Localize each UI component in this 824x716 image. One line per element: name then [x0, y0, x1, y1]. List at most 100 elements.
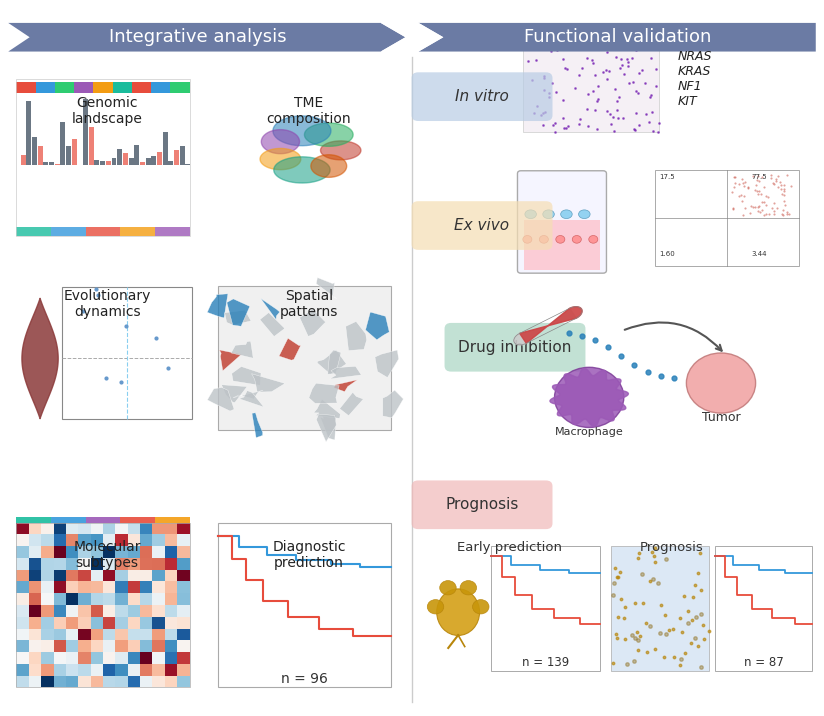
Bar: [16, 558, 29, 570]
Bar: [41, 534, 54, 546]
Bar: [152, 676, 165, 687]
Bar: [41, 676, 54, 687]
Bar: [66, 534, 78, 546]
Bar: [152, 605, 165, 616]
Bar: [29, 605, 41, 616]
Bar: [91, 558, 103, 570]
Bar: [41, 664, 54, 676]
Bar: [54, 546, 66, 558]
Polygon shape: [366, 312, 389, 340]
Bar: [21, 155, 26, 165]
Bar: [168, 160, 173, 165]
Bar: [140, 605, 152, 616]
Polygon shape: [260, 148, 301, 170]
Bar: [66, 594, 78, 605]
Bar: [89, 127, 94, 165]
Bar: [115, 664, 128, 676]
Bar: [16, 546, 29, 558]
Bar: [103, 640, 115, 652]
Ellipse shape: [522, 236, 532, 243]
Bar: [155, 517, 190, 523]
Bar: [103, 570, 115, 581]
Text: Drug inhibition: Drug inhibition: [458, 340, 572, 354]
Polygon shape: [222, 384, 247, 402]
Bar: [115, 558, 128, 570]
Text: Early prediction: Early prediction: [456, 541, 562, 554]
Bar: [41, 594, 54, 605]
Bar: [115, 605, 128, 616]
Bar: [140, 652, 152, 664]
Polygon shape: [251, 374, 285, 392]
Bar: [115, 570, 128, 581]
Bar: [177, 616, 190, 629]
Circle shape: [472, 599, 489, 614]
Bar: [111, 158, 116, 165]
Bar: [86, 517, 120, 523]
Bar: [38, 146, 43, 165]
Bar: [165, 616, 177, 629]
Bar: [117, 150, 122, 165]
Bar: [103, 558, 115, 570]
Polygon shape: [311, 155, 347, 178]
Bar: [115, 534, 128, 546]
Polygon shape: [339, 392, 363, 416]
Polygon shape: [8, 23, 405, 52]
Bar: [74, 82, 93, 93]
Bar: [103, 664, 115, 676]
Bar: [165, 570, 177, 581]
Bar: [165, 594, 177, 605]
Bar: [78, 664, 91, 676]
Bar: [54, 605, 66, 616]
Text: In vitro: In vitro: [455, 90, 509, 104]
Bar: [78, 581, 91, 594]
Polygon shape: [321, 141, 361, 160]
Bar: [54, 676, 66, 687]
Text: Tumor: Tumor: [702, 411, 740, 424]
Bar: [103, 616, 115, 629]
Bar: [177, 581, 190, 594]
Bar: [16, 523, 29, 534]
Bar: [60, 122, 65, 165]
Circle shape: [428, 599, 444, 614]
Polygon shape: [314, 400, 340, 418]
Bar: [16, 664, 29, 676]
Polygon shape: [232, 367, 261, 385]
Bar: [91, 616, 103, 629]
Bar: [16, 640, 29, 652]
Bar: [103, 546, 115, 558]
Bar: [165, 676, 177, 687]
Bar: [128, 676, 140, 687]
Bar: [16, 629, 29, 640]
Bar: [78, 676, 91, 687]
Ellipse shape: [437, 589, 480, 636]
Bar: [32, 137, 37, 165]
Bar: [152, 570, 165, 581]
Bar: [44, 162, 49, 165]
Polygon shape: [260, 313, 285, 337]
Bar: [78, 640, 91, 652]
Bar: [128, 629, 140, 640]
Bar: [91, 605, 103, 616]
Bar: [66, 652, 78, 664]
Polygon shape: [550, 369, 629, 426]
Bar: [16, 581, 29, 594]
Text: Functional validation: Functional validation: [524, 28, 712, 47]
Bar: [29, 546, 41, 558]
Bar: [128, 594, 140, 605]
Polygon shape: [316, 414, 336, 442]
Bar: [103, 676, 115, 687]
Bar: [103, 581, 115, 594]
Polygon shape: [208, 387, 234, 411]
Polygon shape: [233, 390, 263, 400]
Polygon shape: [375, 350, 399, 377]
Bar: [177, 594, 190, 605]
Bar: [177, 676, 190, 687]
Bar: [62, 287, 192, 419]
Bar: [41, 581, 54, 594]
Bar: [134, 145, 139, 165]
Polygon shape: [334, 379, 358, 392]
Bar: [29, 558, 41, 570]
Bar: [66, 676, 78, 687]
Bar: [54, 640, 66, 652]
Bar: [128, 640, 140, 652]
